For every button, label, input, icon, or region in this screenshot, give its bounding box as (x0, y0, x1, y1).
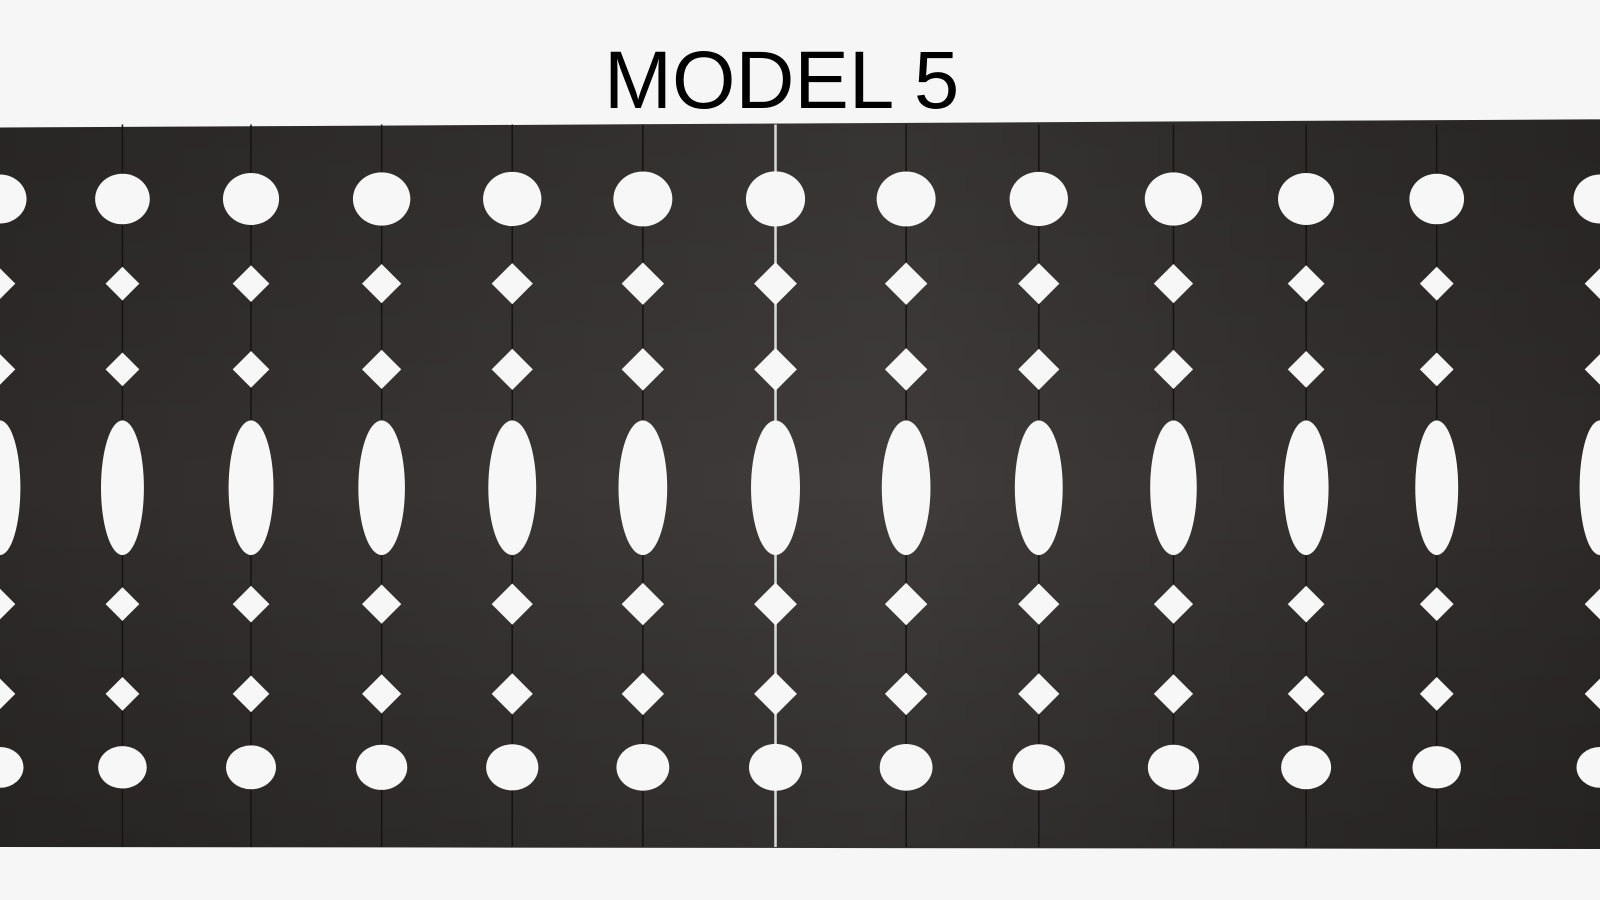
diamond-hole (1018, 348, 1060, 390)
round-hole (98, 746, 147, 789)
oval-hole (228, 420, 274, 556)
round-hole (483, 171, 542, 227)
diamond-hole (232, 265, 270, 303)
diamond-hole (754, 582, 797, 626)
diamond-hole (361, 674, 402, 714)
diamond-hole (491, 263, 533, 305)
round-hole (1012, 744, 1065, 791)
round-hole (748, 743, 803, 791)
diamond-hole (0, 354, 16, 385)
diamond-hole (754, 672, 797, 716)
diamond-hole (1287, 351, 1325, 388)
oval-hole (358, 420, 405, 556)
round-hole (1409, 173, 1465, 225)
oval-hole (100, 420, 144, 556)
diamond-hole (1584, 678, 1600, 710)
round-hole (1144, 172, 1203, 226)
diamond-hole (105, 587, 140, 621)
diamond-hole (232, 351, 270, 388)
oval-hole (1579, 420, 1600, 556)
oval-hole (488, 420, 537, 556)
oval-hole (0, 420, 21, 556)
title: MODEL 5 (604, 35, 959, 126)
diamond-hole (621, 582, 665, 626)
diamond-hole (1153, 584, 1194, 624)
diamond-hole (105, 676, 140, 711)
oval-hole (751, 420, 800, 556)
diamond-hole (1584, 268, 1600, 299)
oval-hole (1283, 420, 1329, 556)
oval-hole (1014, 420, 1063, 556)
round-hole (745, 171, 806, 227)
round-hole (1573, 174, 1600, 224)
diamond-hole (1018, 583, 1060, 625)
diamond-hole (491, 348, 533, 390)
round-hole (1412, 746, 1461, 789)
round-hole (1281, 745, 1332, 790)
oval-hole (1415, 420, 1459, 556)
diamond-hole (1018, 263, 1060, 305)
diamond-hole (232, 585, 270, 623)
oval-hole (881, 420, 931, 556)
diamond-hole (361, 264, 402, 304)
round-hole (1147, 744, 1200, 790)
diamond-hole (621, 672, 665, 716)
diamond-hole (754, 347, 797, 391)
round-hole (352, 172, 411, 226)
diamond-hole (0, 268, 16, 299)
diamond-hole (491, 583, 533, 625)
round-hole (1278, 172, 1335, 225)
round-hole (0, 746, 24, 788)
diamond-hole (361, 349, 402, 390)
panel-shading (0, 119, 1600, 849)
round-hole (0, 174, 27, 224)
round-hole (1009, 171, 1068, 227)
round-hole (355, 744, 408, 790)
round-hole (95, 173, 150, 225)
round-hole (616, 743, 670, 791)
diamond-hole (1584, 588, 1600, 620)
diamond-hole (621, 262, 665, 305)
round-hole (613, 171, 673, 227)
round-hole (226, 745, 277, 790)
diamond-hole (1287, 265, 1325, 303)
round-hole (876, 171, 936, 227)
diamond-hole (232, 675, 270, 713)
diamond-hole (105, 352, 140, 387)
diamond-hole (0, 588, 16, 620)
round-hole (486, 744, 539, 791)
diamond-hole (105, 266, 140, 301)
diamond-hole (0, 678, 16, 710)
diamond-hole (884, 348, 928, 391)
diamond-hole (361, 584, 402, 624)
diamond-hole (754, 262, 797, 306)
diamond-hole (1287, 585, 1325, 623)
oval-hole (618, 420, 668, 556)
diamond-hole (884, 672, 928, 716)
diamond-hole (884, 582, 928, 626)
round-hole (879, 743, 933, 791)
round-hole (222, 172, 280, 225)
diamond-hole (1584, 354, 1600, 385)
diamond-hole (884, 262, 928, 305)
round-hole (1576, 746, 1600, 788)
oval-hole (1150, 420, 1197, 556)
diamond-hole (1287, 675, 1325, 713)
diamond-hole (621, 348, 665, 391)
